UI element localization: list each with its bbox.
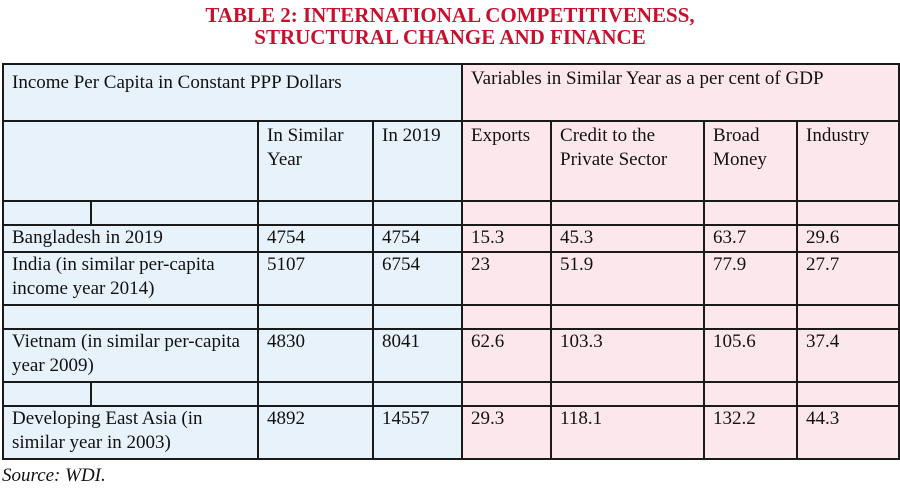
cell: 105.6: [703, 328, 799, 383]
spacer-row: [2, 200, 900, 226]
empty-cell: [2, 200, 92, 226]
competitiveness-table: Income Per Capita in Constant PPP Dollar…: [1, 63, 900, 460]
column-header: In Similar Year: [257, 120, 374, 202]
empty-cell: [796, 200, 900, 226]
empty-cell: [703, 200, 799, 226]
empty-cell: [371, 381, 464, 407]
empty-cell: [257, 304, 374, 330]
column-header: Broad Money: [703, 120, 799, 202]
cell: 4754: [257, 224, 374, 253]
empty-cell: [371, 200, 464, 226]
income-group-header: Income Per Capita in Constant PPP Dollar…: [1, 63, 464, 122]
empty-header-cell: [2, 120, 259, 202]
cell: 103.3: [550, 328, 706, 383]
cell: 62.6: [461, 328, 553, 383]
title-line-2: STRUCTURAL CHANGE AND FINANCE: [254, 25, 646, 49]
column-header: Credit to the Private Sector: [550, 120, 706, 202]
cell: 14557: [371, 405, 464, 460]
group-header-row: Income Per Capita in Constant PPP Dollar…: [1, 63, 900, 122]
empty-cell: [703, 304, 799, 330]
cell: 29.3: [461, 405, 553, 460]
column-header-row: In Similar Year In 2019 Exports Credit t…: [2, 120, 900, 202]
column-header: In 2019: [371, 120, 464, 202]
table-row: Vietnam (in similar per-capita year 2009…: [2, 328, 900, 383]
empty-cell: [796, 381, 900, 407]
title-line-1: TABLE 2: INTERNATIONAL COMPETITIVENESS,: [205, 3, 695, 27]
cell: 77.9: [703, 251, 799, 306]
cell: 23: [461, 251, 553, 306]
empty-cell: [461, 200, 553, 226]
empty-cell: [2, 381, 92, 407]
empty-cell: [90, 200, 259, 226]
empty-cell: [2, 304, 259, 330]
cell: 45.3: [550, 224, 706, 253]
row-label: Vietnam (in similar per-capita year 2009…: [2, 328, 259, 383]
cell: 4892: [257, 405, 374, 460]
column-header: Exports: [461, 120, 553, 202]
variables-group-header: Variables in Similar Year as a per cent …: [461, 63, 900, 122]
empty-cell: [257, 200, 374, 226]
table-row: Bangladesh in 2019 4754 4754 15.3 45.3 6…: [2, 224, 900, 253]
cell: 4830: [257, 328, 374, 383]
cell: 63.7: [703, 224, 799, 253]
empty-cell: [90, 381, 259, 407]
empty-cell: [550, 381, 706, 407]
column-header: Industry: [796, 120, 900, 202]
table-row: India (in similar per-capita income year…: [2, 251, 900, 306]
empty-cell: [461, 381, 553, 407]
empty-cell: [461, 304, 553, 330]
empty-cell: [703, 381, 799, 407]
empty-cell: [550, 304, 706, 330]
source-note: Source: WDI.: [2, 465, 106, 486]
empty-cell: [550, 200, 706, 226]
cell: 4754: [371, 224, 464, 253]
cell: 132.2: [703, 405, 799, 460]
empty-cell: [796, 304, 900, 330]
spacer-row: [2, 381, 900, 407]
cell: 27.7: [796, 251, 900, 306]
row-label: Bangladesh in 2019: [2, 224, 259, 253]
cell: 29.6: [796, 224, 900, 253]
table-row: Developing East Asia (in similar year in…: [2, 405, 900, 460]
cell: 15.3: [461, 224, 553, 253]
spacer-row: [2, 304, 900, 330]
cell: 8041: [371, 328, 464, 383]
cell: 6754: [371, 251, 464, 306]
empty-cell: [371, 304, 464, 330]
table-title: TABLE 2: INTERNATIONAL COMPETITIVENESS, …: [0, 4, 900, 48]
cell: 51.9: [550, 251, 706, 306]
row-label: Developing East Asia (in similar year in…: [2, 405, 259, 460]
row-label: India (in similar per-capita income year…: [2, 251, 259, 306]
cell: 5107: [257, 251, 374, 306]
cell: 44.3: [796, 405, 900, 460]
cell: 118.1: [550, 405, 706, 460]
cell: 37.4: [796, 328, 900, 383]
empty-cell: [257, 381, 374, 407]
